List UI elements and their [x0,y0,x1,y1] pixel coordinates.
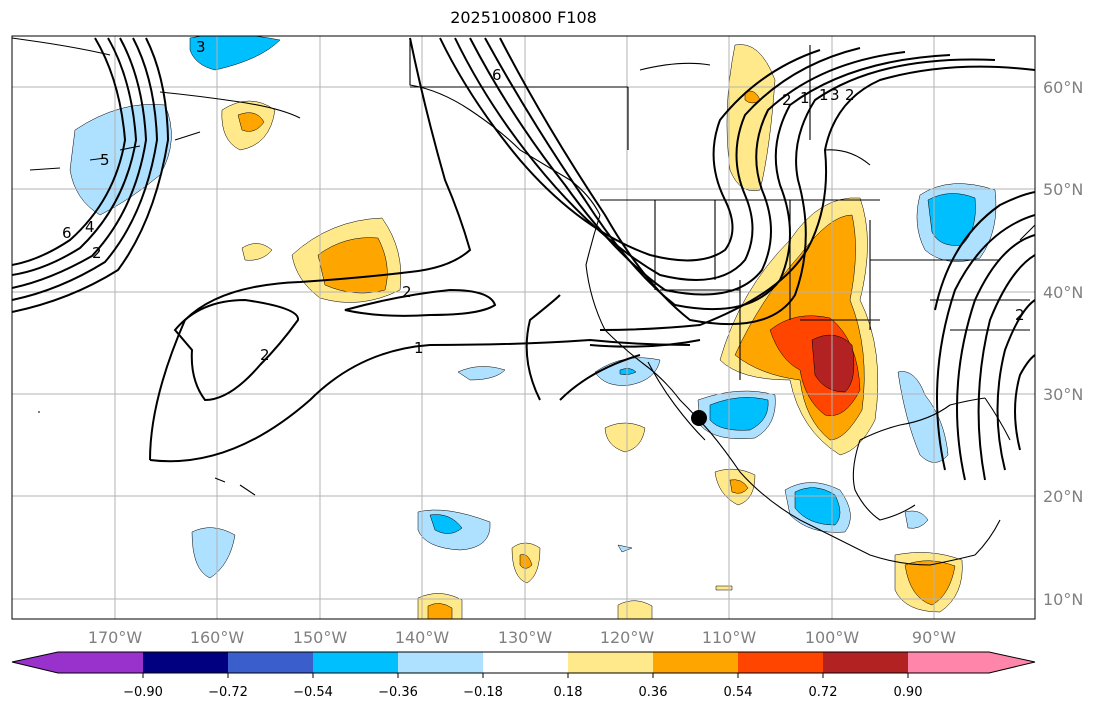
colorbar-tick-label: −0.54 [293,685,333,700]
contour-label: 2 [1015,306,1025,324]
colorbar-swatch [58,652,143,673]
lon-label: 130°W [498,628,553,647]
colorbar-outline [11,651,1036,674]
graticule [12,36,1035,619]
colorbar-tick-label: −0.18 [463,685,503,700]
colorbar-high-extend [989,652,1035,673]
lon-label: 170°W [88,628,143,647]
colorbar-tick-label: 0.54 [724,685,753,700]
lon-label: 140°W [395,628,450,647]
positive-anomaly-area [241,243,273,261]
lon-label: 160°W [190,628,245,647]
contour-label: 2 [92,244,102,262]
colorbar-swatch [738,652,823,673]
negative-anomaly-area [191,527,236,579]
lat-label: 10°N [1043,590,1083,609]
contour-label: 2 [845,86,855,104]
negative-anomaly-area [189,36,281,71]
colorbar-tick-label: −0.72 [208,685,248,700]
contour-label: 6 [62,224,72,242]
height-contours [12,37,1035,481]
negative-anomaly-area [904,510,929,529]
negative-anomaly-area [794,487,841,526]
colorbar-swatch [908,652,989,673]
colorbar-swatch [143,652,228,673]
contour-label: 4 [85,218,95,236]
colorbar-tick-label: 0.90 [894,685,923,700]
colorbar-swatch [483,652,568,673]
lon-label: 110°W [702,628,757,647]
lat-label: 30°N [1043,385,1083,404]
positive-anomaly-area [715,585,733,591]
map-border [11,35,1036,620]
contour-label: 3 [196,38,206,56]
lon-label: 100°W [805,628,860,647]
colorbar-low-extend [12,652,58,673]
latitude-labels: 60°N 50°N 40°N 30°N 20°N 10°N [1043,78,1083,609]
colorbar-tick-label: 0.72 [809,685,838,700]
colorbar-swatch [228,652,313,673]
colorbar: −0.90 −0.72 −0.54 −0.36 −0.18 0.18 0.36 … [11,651,1036,700]
negative-anomaly-area [619,368,637,375]
positive-anomaly-area [427,603,453,619]
colorbar-swatch [653,652,738,673]
lon-label: 150°W [293,628,348,647]
contour-label: 3 [830,86,840,104]
colorbar-tick-label: 0.36 [639,685,668,700]
contour-label: 6 [492,66,502,84]
colorbar-tick-label: 0.18 [554,685,583,700]
lon-label: 120°W [600,628,655,647]
longitude-labels: 170°W 160°W 150°W 140°W 130°W 120°W 110°… [88,628,956,647]
contour-label: 1 [800,89,810,107]
positive-anomaly-area [904,560,956,606]
positive-anomaly-area [237,112,265,132]
positive-anomaly-area [617,600,653,619]
positive-anomaly-area [726,44,776,192]
contour-label: 2 [260,346,270,364]
negative-anomaly-area [927,193,976,246]
station-point-marker [691,410,707,426]
negative-anomaly-area [429,514,463,534]
lat-label: 60°N [1043,78,1083,97]
positive-anomaly-area [729,479,749,494]
colorbar-tick-label: −0.36 [378,685,418,700]
contour-label: 5 [100,151,110,169]
lat-label: 20°N [1043,487,1083,506]
colorbar-swatch [313,652,398,673]
negative-anomaly-area [709,397,769,431]
positive-anomaly-area [811,334,855,393]
colorbar-swatch [823,652,908,673]
lat-label: 50°N [1043,180,1083,199]
colorbar-swatch [398,652,483,673]
contour-label: 2 [782,91,792,109]
contour-label: 2 [402,283,412,301]
colorbar-tick-label: −0.90 [123,685,163,700]
map-title: 2025100800 F108 [450,8,597,27]
positive-anomaly-area [604,422,646,453]
lon-label: 90°W [912,628,956,647]
negative-anomaly-area [457,366,506,381]
colorbar-swatch [568,652,653,673]
contour-label: 1 [819,86,829,104]
contour-labels: 3 6 6 2 4 5 1 2 2 1 2 1 3 2 2 [62,38,1025,364]
lat-label: 40°N [1043,283,1083,302]
contour-label: 1 [414,339,424,357]
